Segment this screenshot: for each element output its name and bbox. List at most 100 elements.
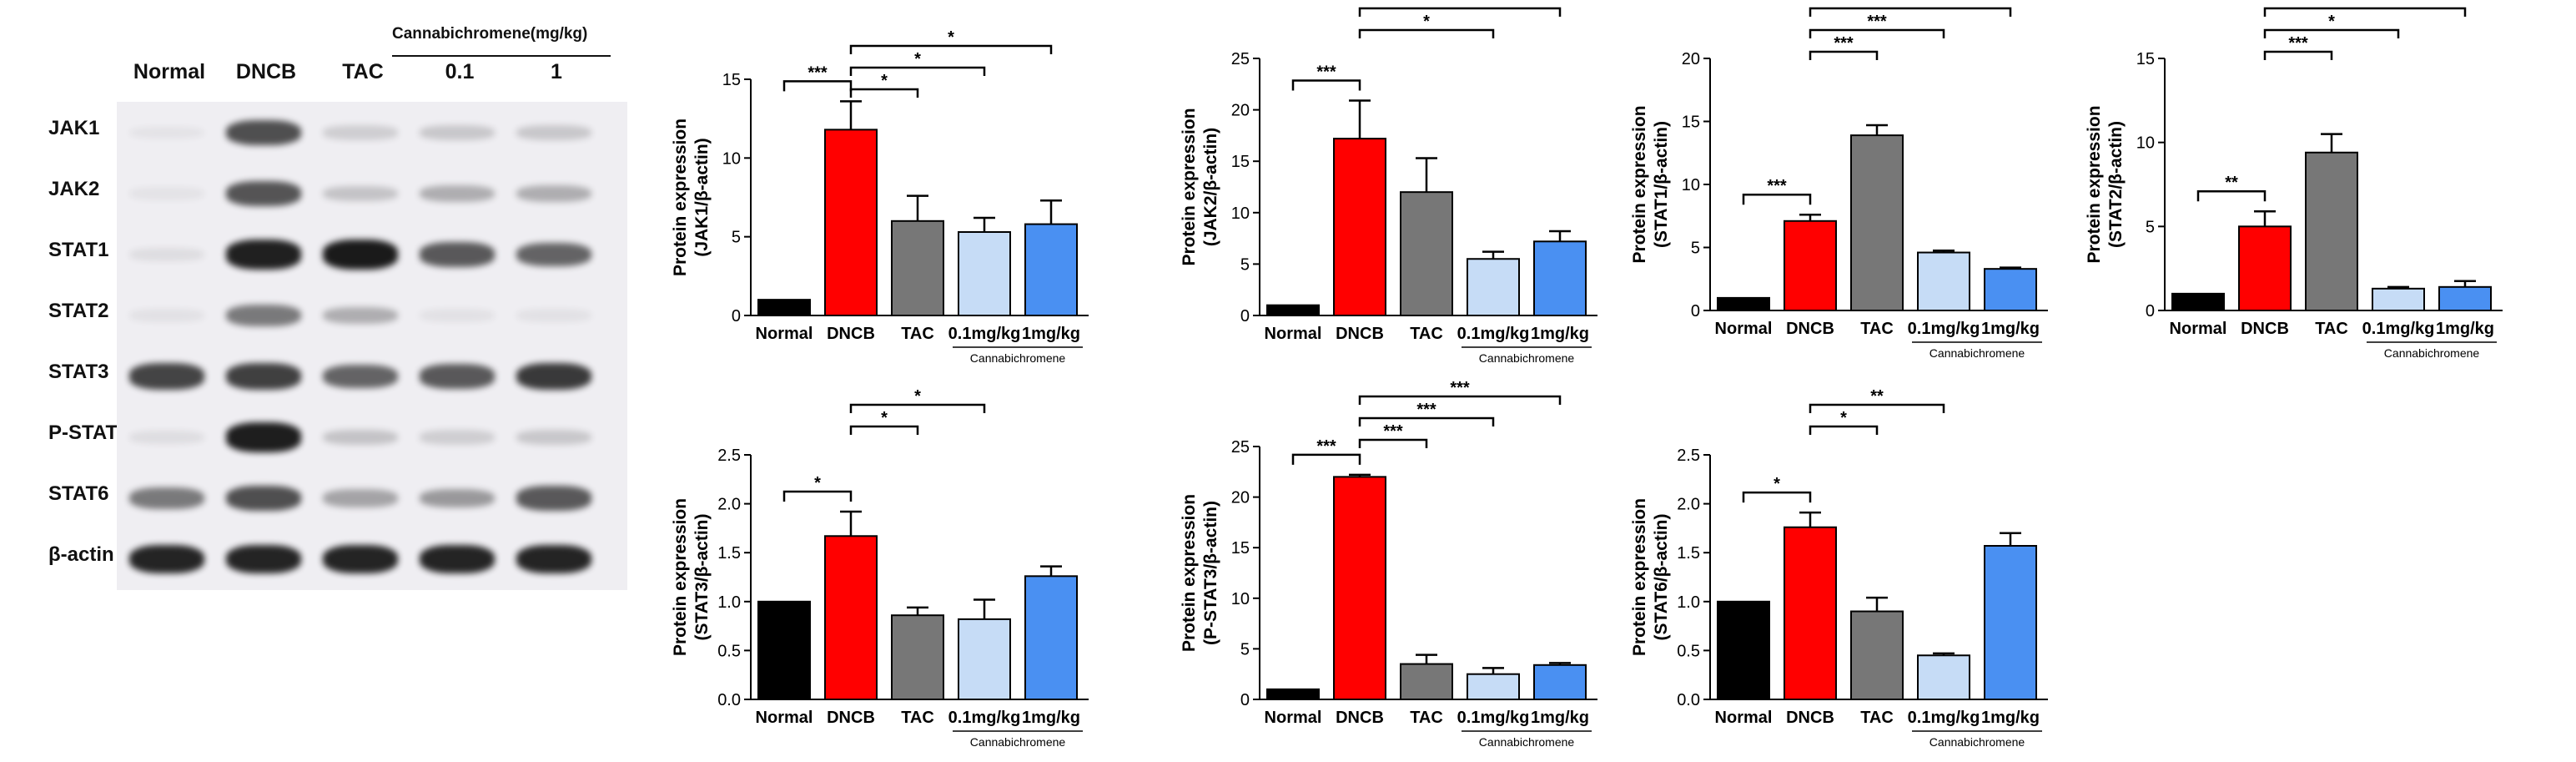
blot-band: [516, 362, 591, 391]
significance-label: *: [814, 474, 821, 492]
category-label: Normal: [756, 709, 813, 727]
blot-band: [226, 181, 301, 206]
significance-bracket: [2263, 7, 2467, 17]
category-label: DNCB: [1336, 709, 1384, 727]
significance-bracket: [782, 80, 853, 92]
significance-bracket: [2196, 189, 2267, 202]
blot-row: JAK2: [0, 163, 659, 225]
significance-bracket: [1358, 7, 1562, 17]
bar-0-1mg-kg: [2372, 287, 2425, 311]
blot-header: Normal DNCB TAC 0.1 1 Cannabichromene(mg…: [0, 0, 659, 100]
significance-bracket: [849, 88, 919, 98]
y-tick-label: 5: [732, 229, 741, 247]
y-axis-label-line2: (STAT3/β-actin): [692, 513, 712, 640]
bar-tac: [891, 614, 944, 701]
significance-bracket: [2263, 50, 2333, 60]
bar-1mg-kg: [1533, 240, 1587, 316]
blot-band: [323, 544, 398, 574]
y-tick-label: 0.0: [1677, 691, 1700, 709]
category-label: DNCB: [1786, 320, 1834, 338]
category-label: 0.1mg/kg: [948, 325, 1021, 343]
bar-tac: [1400, 663, 1453, 701]
lane-label-tac: TAC: [342, 60, 384, 83]
western-blot-panel: Normal DNCB TAC 0.1 1 Cannabichromene(mg…: [0, 0, 659, 762]
bar-0-1mg-kg: [1917, 654, 1970, 701]
category-label: TAC: [901, 325, 934, 343]
y-axis-label-line2: (JAK2/β-actin): [1201, 128, 1220, 246]
significance-bracket: [1809, 28, 1945, 38]
blot-row: STAT6: [0, 467, 659, 529]
y-tick-label: 15: [1231, 539, 1250, 558]
significance-label: ***: [2288, 34, 2308, 53]
blot-row: STAT1: [0, 224, 659, 285]
y-tick-label: 2.5: [1677, 447, 1700, 465]
y-tick-label: 5: [2146, 218, 2155, 236]
blot-band: [226, 485, 301, 512]
blot-band: [516, 242, 591, 267]
y-tick-label: 1.5: [1677, 544, 1700, 563]
significance-label: ***: [1316, 437, 1336, 456]
y-axis-label-line2: (STAT2/β-actin): [2106, 121, 2126, 248]
group-label: Cannabichromene: [2384, 346, 2480, 360]
category-label: DNCB: [1786, 709, 1834, 727]
y-axis-label-line1: Protein expression: [1630, 498, 1649, 656]
category-label: Normal: [1265, 325, 1322, 343]
blot-band: [516, 430, 591, 445]
category-label: Normal: [1265, 709, 1322, 727]
y-axis-label-line2: (STAT1/β-actin): [1652, 121, 1671, 248]
dose-group-title: Cannabichromene(mg/kg): [392, 25, 588, 43]
y-tick-label: 15: [722, 71, 741, 89]
blot-band: [129, 187, 204, 200]
category-label: 1mg/kg: [1531, 325, 1589, 343]
category-label: Normal: [756, 325, 813, 343]
category-label: Normal: [2170, 320, 2227, 338]
blot-row: STAT3: [0, 346, 659, 407]
group-label: Cannabichromene: [1479, 735, 1575, 749]
y-tick-label: 0: [1691, 302, 1700, 320]
y-tick-label: 20: [1231, 102, 1250, 120]
group-label: Cannabichromene: [1929, 735, 2025, 749]
bar-normal: [2171, 292, 2225, 312]
y-tick-label: 1.5: [717, 544, 741, 563]
y-tick-label: 10: [1231, 204, 1250, 223]
blot-row-label: STAT3: [48, 361, 109, 383]
category-label: 0.1mg/kg: [1908, 320, 1980, 338]
group-label: Cannabichromene: [970, 351, 1066, 365]
bar-dncb: [1333, 476, 1386, 700]
significance-label: *: [881, 72, 888, 90]
category-label: TAC: [2315, 320, 2348, 338]
category-label: DNCB: [827, 709, 875, 727]
category-label: 1mg/kg: [1981, 709, 2040, 727]
significance-label: ***: [1867, 13, 1887, 31]
blot-band: [323, 489, 398, 507]
category-label: 0.1mg/kg: [948, 709, 1021, 727]
y-tick-label: 5: [1691, 240, 1700, 258]
significance-bracket: [1358, 416, 1495, 426]
blot-band: [420, 364, 495, 389]
blot-band: [226, 422, 301, 452]
y-axis-label-line1: Protein expression: [671, 119, 690, 276]
lane-label-dose-1: 1: [551, 60, 562, 83]
bar-tac: [891, 220, 944, 316]
category-label: 0.1mg/kg: [2362, 320, 2435, 338]
bar-tac: [2305, 151, 2358, 311]
significance-label: **: [2225, 174, 2238, 192]
y-axis-label-line2: (JAK1/β-actin): [692, 138, 712, 256]
dose-group-line: [392, 55, 611, 57]
significance-label: ***: [808, 63, 828, 82]
bar-1mg-kg: [1024, 223, 1078, 316]
blot-row: JAK1: [0, 102, 659, 164]
significance-label: *: [1774, 475, 1780, 493]
category-label: 0.1mg/kg: [1457, 709, 1530, 727]
y-tick-label: 15: [1682, 114, 1700, 132]
blot-band: [323, 125, 398, 140]
chart-2: 0 5 10 15 20 25 Protein expression (JAK2/β-acti…: [1180, 0, 1597, 365]
category-label: DNCB: [827, 325, 875, 343]
blot-strip: [117, 285, 627, 346]
significance-label: ***: [1316, 63, 1336, 82]
significance-label: *: [1457, 0, 1463, 9]
bar-dncb: [2238, 225, 2292, 312]
bar-tac: [1850, 134, 1904, 311]
blot-band: [420, 488, 495, 508]
bar-tac: [1400, 191, 1453, 316]
